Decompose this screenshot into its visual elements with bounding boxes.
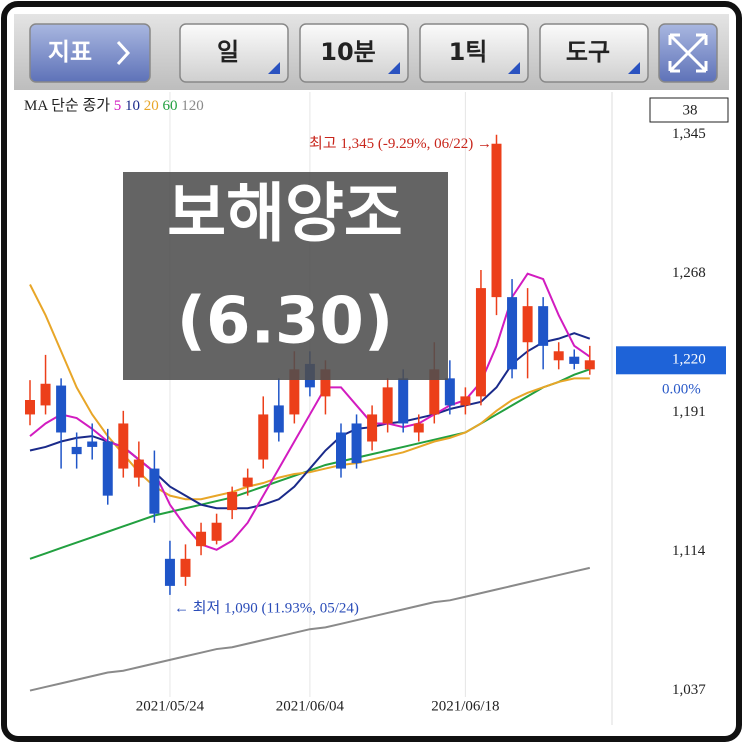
candle-body xyxy=(569,356,580,364)
candle-body xyxy=(413,423,424,433)
candle-body xyxy=(87,441,98,447)
chevron-icon xyxy=(116,40,131,66)
title-overlay xyxy=(123,172,448,380)
dropdown-icon xyxy=(268,62,280,74)
candle-body xyxy=(164,558,175,586)
candle-body xyxy=(367,414,378,442)
overlay-title: 보해양조 xyxy=(167,178,403,252)
candle-body xyxy=(211,522,222,541)
change-label: 0.00% xyxy=(662,382,701,398)
candle-body xyxy=(444,378,455,406)
legend-entry: 20 xyxy=(144,98,159,114)
legend-entry: 120 xyxy=(181,98,204,114)
candle-body xyxy=(118,423,129,469)
button-label: 10분 xyxy=(320,38,375,66)
candle-body xyxy=(196,531,207,547)
y-tick-label: 1,268 xyxy=(672,265,706,281)
ma-line xyxy=(29,566,591,692)
overlay-subtitle: (6.30) xyxy=(177,285,393,359)
legend-entry: 10 xyxy=(125,98,140,114)
current-price-label: 1,220 xyxy=(672,352,706,368)
button-label: 지표 xyxy=(48,38,92,66)
dropdown-icon xyxy=(388,62,400,74)
y-tick-label: 1,191 xyxy=(672,404,706,420)
button-bg xyxy=(419,23,529,83)
candle-body xyxy=(507,297,518,370)
button-label: 1틱 xyxy=(449,38,488,66)
candle-body xyxy=(289,369,300,415)
candle-body xyxy=(538,306,549,346)
toolbar-button[interactable]: 지표 xyxy=(29,23,151,83)
candle-body xyxy=(258,414,269,460)
candle-body xyxy=(40,383,51,406)
button-bg xyxy=(299,23,409,83)
candle-body xyxy=(56,385,67,433)
y-tick-label: 1,114 xyxy=(672,543,706,559)
x-tick-label: 2021/06/04 xyxy=(276,698,345,714)
info-box-value: 38 xyxy=(683,102,698,118)
button-label: 도구 xyxy=(566,38,610,66)
y-tick-label: 1,345 xyxy=(672,126,706,142)
candle-body xyxy=(133,459,144,478)
low-annotation: ← 최저 1,090 (11.93%, 05/24) xyxy=(174,599,359,616)
y-tick-label: 1,037 xyxy=(672,682,706,698)
candle-body xyxy=(336,432,346,469)
candle-body xyxy=(522,306,533,343)
candle-body xyxy=(584,360,595,370)
button-bg xyxy=(179,23,289,83)
toolbar-button[interactable]: 1틱 xyxy=(419,23,529,83)
high-annotation: 최고 1,345 (-9.29%, 06/22) → xyxy=(309,135,492,152)
toolbar-button[interactable]: 도구 xyxy=(539,23,649,83)
candle-body xyxy=(180,558,191,577)
candle-body xyxy=(273,405,284,433)
candle-body xyxy=(242,477,253,487)
legend-entry: 5 xyxy=(114,98,122,114)
candle-body xyxy=(320,369,331,397)
button-label: 일 xyxy=(217,38,239,66)
candle-body xyxy=(25,400,35,415)
candle-body xyxy=(382,387,393,424)
candle-body xyxy=(553,351,564,361)
button-bg xyxy=(539,23,649,83)
expand-button[interactable] xyxy=(658,23,718,83)
candle-body xyxy=(71,446,82,455)
candle-body xyxy=(227,492,238,511)
chart: 2021/05/24 2021/06/04 2021/06/18 1,345 1,268… xyxy=(24,92,729,725)
candle-body xyxy=(351,423,362,464)
candle-body xyxy=(460,396,471,406)
candle-body xyxy=(398,378,409,424)
toolbar-button[interactable]: 10분 xyxy=(299,23,409,83)
ma-legend: MA 단순 종가 5 10 20 60 120 xyxy=(24,97,204,114)
dropdown-icon xyxy=(628,62,640,74)
x-tick-label: 2021/05/24 xyxy=(136,698,205,714)
x-tick-label: 2021/06/18 xyxy=(431,698,499,714)
candle-body xyxy=(149,468,160,514)
legend-entry: MA 단순 종가 xyxy=(24,97,110,114)
toolbar-buttons: 지표 일 10분 1틱 도구 xyxy=(29,23,718,83)
ma-line xyxy=(29,368,591,560)
current-price-box xyxy=(616,346,726,375)
candle-body xyxy=(102,441,113,496)
toolbar-button[interactable]: 일 xyxy=(179,23,289,83)
legend-entry: 60 xyxy=(163,98,178,114)
button-bg xyxy=(29,23,151,83)
candle-body xyxy=(429,369,440,415)
dropdown-icon xyxy=(508,62,520,74)
info-box xyxy=(649,97,729,123)
candle-body xyxy=(491,143,502,298)
expand-icon xyxy=(668,33,708,73)
candle-body xyxy=(475,288,486,397)
